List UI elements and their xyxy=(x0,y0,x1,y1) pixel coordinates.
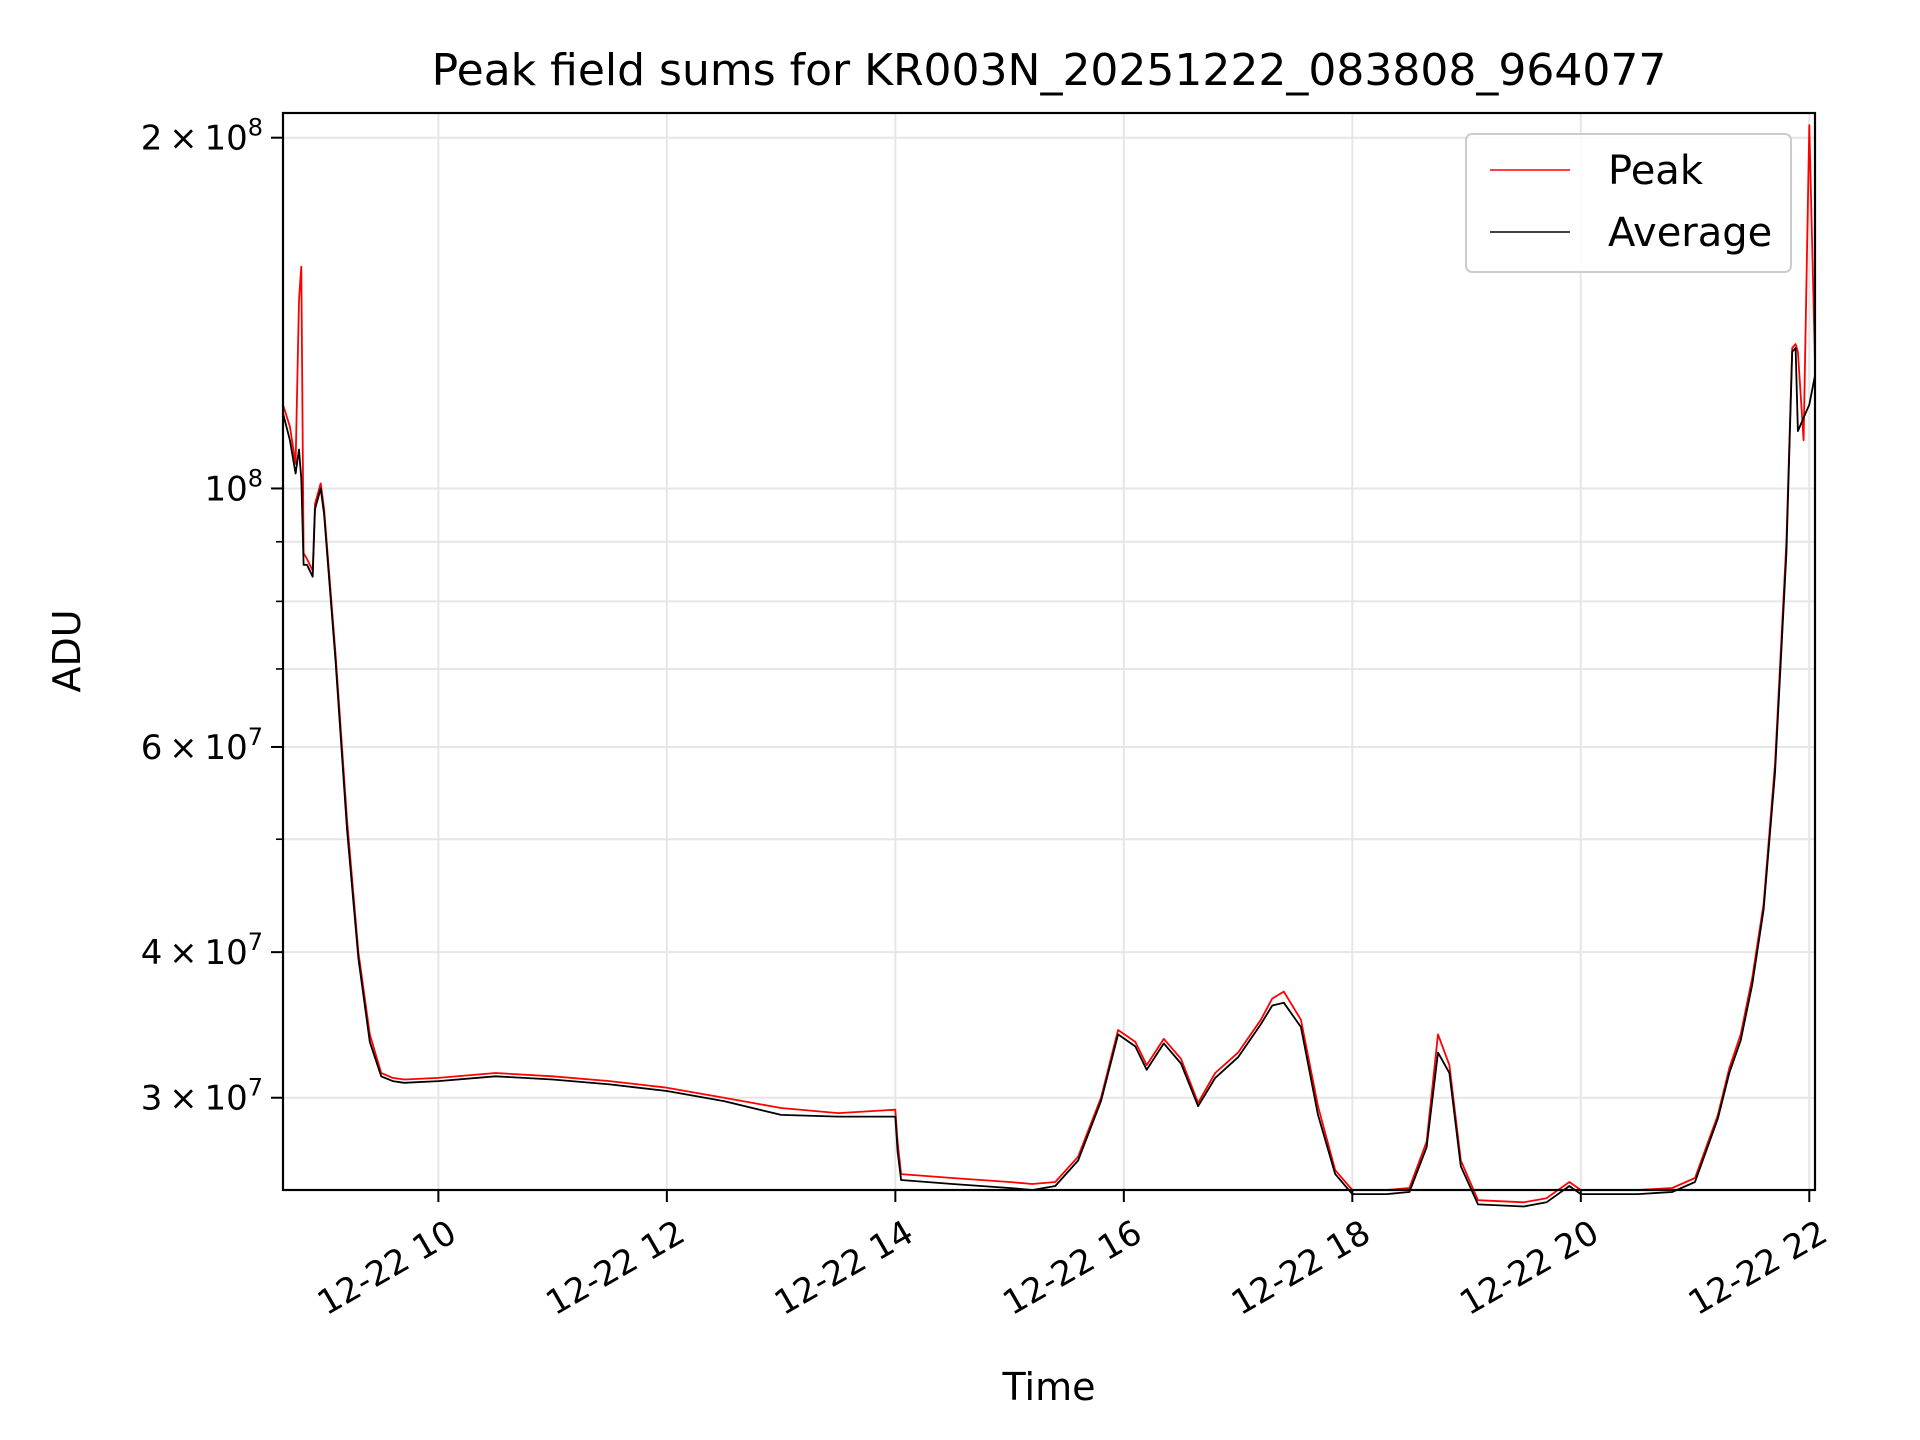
legend-label-peak: Peak xyxy=(1608,148,1704,194)
x-tick-label: 12-22 14 xyxy=(768,1213,920,1324)
legend: Peak Average xyxy=(1465,133,1792,273)
x-tick-label: 12-22 10 xyxy=(311,1213,463,1324)
series-line-peak xyxy=(282,124,1816,1204)
x-tick-label: 12-22 18 xyxy=(1225,1213,1377,1324)
x-tick-label: 12-22 12 xyxy=(539,1213,691,1324)
y-tick-label: 108 xyxy=(204,464,263,509)
chart-title: Peak field sums for KR003N_20251222_0838… xyxy=(432,45,1667,96)
y-tick-label: 6 × 107 xyxy=(141,723,263,768)
y-axis-label: ADU xyxy=(45,609,89,692)
legend-label-average: Average xyxy=(1608,210,1772,256)
y-tick-label: 3 × 107 xyxy=(141,1074,263,1119)
plot-frame xyxy=(281,111,1817,1192)
x-tick-label: 12-22 16 xyxy=(996,1213,1148,1324)
x-tick-label: 12-22 22 xyxy=(1682,1213,1834,1324)
series-line-average xyxy=(282,347,1816,1208)
grid-lines xyxy=(283,113,1815,1190)
series-lines xyxy=(282,124,1816,1208)
y-tick-label: 4 × 107 xyxy=(141,928,263,973)
x-tick-label: 12-22 20 xyxy=(1453,1213,1605,1324)
x-axis-label: Time xyxy=(1002,1365,1096,1409)
y-tick-label: 2 × 108 xyxy=(141,114,263,159)
legend-box xyxy=(1465,133,1792,273)
